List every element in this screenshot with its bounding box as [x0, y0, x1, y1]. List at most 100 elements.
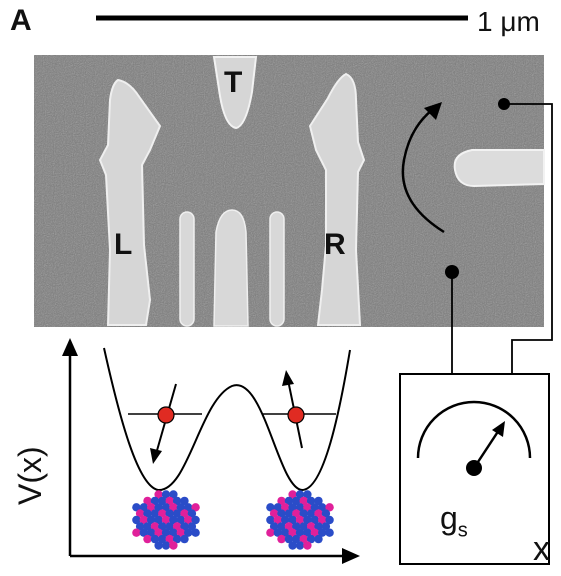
- nuclear-spin: [176, 515, 185, 525]
- nuclear-spin: [154, 528, 163, 537]
- nuclear-spin: [281, 515, 290, 525]
- nuclear-spin: [318, 528, 327, 537]
- nuclear-spin: [273, 503, 282, 512]
- nuclear-spin: [295, 515, 305, 525]
- nuclear-spin: [284, 522, 294, 531]
- nuclear-spin: [150, 522, 160, 531]
- y-axis-arrow-icon: [62, 338, 78, 356]
- nuclear-spin: [288, 528, 297, 537]
- nuclear-spin: [191, 528, 200, 537]
- nuclear-spin: [184, 503, 193, 512]
- needle-head-icon: [492, 421, 505, 437]
- axis-x-label: x: [533, 530, 550, 568]
- nuclear-spin: [310, 515, 319, 525]
- nuclear-spin: [135, 522, 145, 531]
- wire-top: [504, 103, 553, 374]
- nuclear-spin: [325, 503, 334, 512]
- nuclear-spin: [303, 490, 312, 499]
- meter-dial: [416, 400, 532, 459]
- nuclear-spin: [147, 515, 156, 525]
- electron-right: [287, 406, 305, 424]
- nuclear-spin: [169, 541, 178, 550]
- nuclear-spin: [147, 528, 156, 537]
- nuclear-spin: [318, 515, 327, 525]
- current-path-arrow: [401, 109, 445, 234]
- nuclear-spin: [314, 522, 323, 531]
- nuclear-spin: [292, 496, 301, 506]
- nuclear-spin: [139, 503, 148, 512]
- nuclear-spin: [165, 522, 174, 531]
- nuclear-spin: [191, 503, 200, 512]
- nuclear-spin: [143, 496, 152, 506]
- nuclear-spin: [277, 522, 286, 531]
- nuclear-spin: [288, 541, 297, 550]
- nuclear-spin: [172, 509, 182, 518]
- nuclear-spin: [143, 522, 152, 531]
- gate-l: [98, 78, 162, 326]
- nuclear-spin: [269, 522, 279, 531]
- nuclear-spin: [299, 522, 308, 531]
- nuclear-spin: [295, 503, 305, 512]
- nuclear-spin: [147, 503, 156, 512]
- nuclear-spin: [306, 509, 316, 518]
- nuclear-spin: [292, 522, 301, 531]
- nuclear-spin: [281, 528, 290, 537]
- potential-axes: [62, 338, 360, 564]
- nuclear-spin: [288, 515, 297, 525]
- nuclear-spin: [303, 515, 312, 525]
- nuclear-spin: [321, 509, 331, 518]
- nuclear-spin: [266, 503, 275, 512]
- nuclear-spin: [172, 522, 182, 531]
- nuclear-spin: [150, 534, 160, 544]
- gate-t: [212, 56, 258, 130]
- nuclear-spin: [161, 528, 171, 537]
- spin-left-head-icon: [150, 448, 162, 464]
- nuclear-spin: [169, 515, 178, 525]
- nuclear-spin: [180, 534, 189, 544]
- nuclear-spin: [158, 509, 167, 518]
- conductance-meter: [399, 373, 550, 565]
- nuclear-spin: [169, 490, 178, 499]
- nuclear-spin: [180, 509, 189, 518]
- nuclear-spin: [161, 490, 171, 499]
- nuclear-spin: [165, 509, 174, 518]
- nuclear-spin: [295, 528, 305, 537]
- sensor-conductance-label: gs: [440, 500, 468, 542]
- nuclear-spin: [306, 534, 316, 544]
- nuclear-spin: [325, 528, 334, 537]
- nuclear-spin: [150, 496, 160, 506]
- finger-3: [269, 211, 285, 327]
- nuclear-spin: [310, 528, 319, 537]
- nuclear-spin: [154, 490, 163, 499]
- nuclear-spin: [165, 496, 174, 506]
- nuclear-spin: [295, 541, 305, 550]
- nuclear-spin: [266, 515, 275, 525]
- nuclear-spin: [325, 515, 334, 525]
- nuclear-spin: [303, 541, 312, 550]
- nuclear-spin: [277, 496, 286, 506]
- nuclear-spin: [154, 515, 163, 525]
- nuclear-spin: [288, 503, 297, 512]
- nuclear-spin: [169, 503, 178, 512]
- nuclear-spin: [321, 522, 331, 531]
- nuclear-spin: [284, 496, 294, 506]
- nuclear-spin: [310, 503, 319, 512]
- nuclear-lattice-left: [132, 490, 200, 550]
- finger-1: [179, 211, 195, 327]
- gate-label-l: L: [114, 228, 133, 261]
- nuclear-spin: [277, 534, 286, 544]
- x-axis-arrow-icon: [342, 548, 360, 564]
- nuclear-spin: [132, 503, 141, 512]
- nuclear-spin: [143, 509, 152, 518]
- gate-label-t: T: [224, 66, 243, 99]
- nuclear-spin: [318, 503, 327, 512]
- nuclear-spin: [158, 534, 167, 544]
- gate-r: [308, 72, 366, 326]
- nuclear-spin: [135, 509, 145, 518]
- nuclear-spin: [187, 509, 197, 518]
- nuclear-spin: [165, 534, 174, 544]
- nuclear-spin: [292, 509, 301, 518]
- scale-bar-label: 1 μm: [477, 6, 540, 37]
- nuclear-spin: [277, 509, 286, 518]
- electron-left: [157, 406, 175, 424]
